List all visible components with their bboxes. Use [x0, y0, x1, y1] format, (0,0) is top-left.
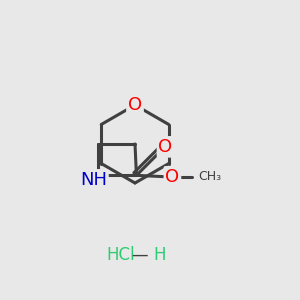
Text: O: O	[158, 138, 172, 156]
Text: HCl: HCl	[106, 246, 135, 264]
Text: O: O	[128, 96, 142, 114]
Text: H: H	[153, 246, 166, 264]
Text: CH₃: CH₃	[198, 170, 221, 183]
Text: O: O	[165, 168, 179, 186]
Text: NH: NH	[80, 171, 107, 189]
Text: —: —	[131, 246, 148, 264]
